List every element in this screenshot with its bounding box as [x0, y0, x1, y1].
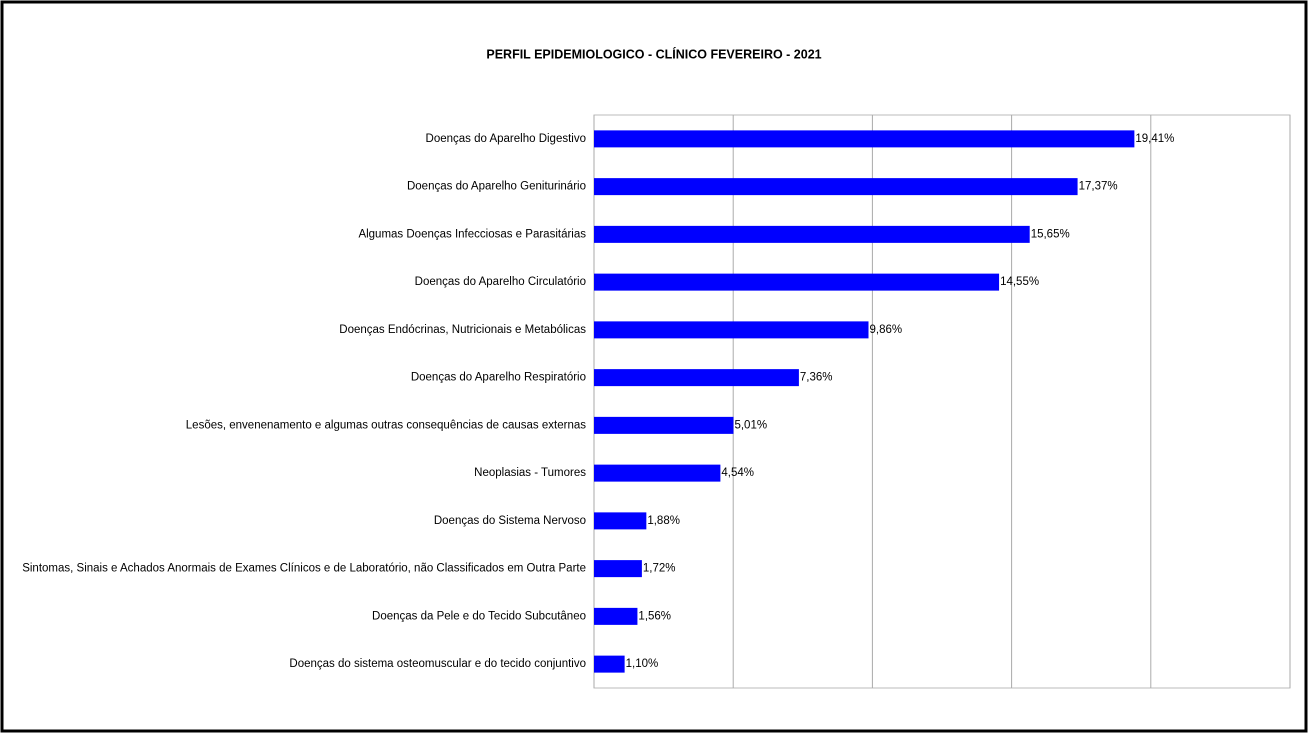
data-label: 4,54% [721, 467, 754, 479]
data-label: 1,88% [647, 515, 680, 527]
data-label: 9,86% [870, 324, 903, 336]
data-label: 19,41% [1135, 133, 1174, 145]
y-tick-label: Doenças da Pele e do Tecido Subcutâneo [372, 610, 586, 622]
data-label: 7,36% [800, 372, 833, 384]
bar [594, 560, 642, 578]
data-label: 15,65% [1031, 228, 1070, 240]
data-label: 1,56% [638, 610, 671, 622]
bar [594, 512, 647, 530]
bar [594, 464, 721, 482]
bar [594, 273, 1000, 291]
bar [594, 416, 734, 434]
chart-title: PERFIL EPIDEMIOLOGICO - CLÍNICO FEVEREIR… [486, 46, 821, 61]
bar [594, 655, 625, 673]
data-label: 17,37% [1079, 181, 1118, 193]
y-tick-label: Doenças do Aparelho Digestivo [426, 133, 586, 145]
data-label: 1,10% [626, 658, 659, 670]
bar [594, 225, 1030, 243]
y-tick-label: Neoplasias - Tumores [474, 467, 586, 479]
y-tick-label: Lesões, envenenamento e algumas outras c… [186, 419, 586, 431]
y-tick-label: Doenças Endócrinas, Nutricionais e Metab… [339, 324, 586, 336]
y-tick-label: Doenças do Aparelho Geniturinário [407, 181, 586, 193]
bar [594, 369, 799, 387]
y-tick-label: Doenças do Sistema Nervoso [434, 515, 586, 527]
y-tick-label: Doenças do Aparelho Circulatório [415, 276, 586, 288]
y-tick-label: Algumas Doenças Infecciosas e Parasitári… [358, 228, 586, 240]
bar [594, 178, 1078, 196]
bar [594, 321, 869, 339]
data-label: 1,72% [643, 563, 676, 575]
data-label: 14,55% [1000, 276, 1039, 288]
bar [594, 607, 638, 625]
y-tick-label: Doenças do Aparelho Respiratório [411, 372, 586, 384]
bar [594, 130, 1135, 148]
data-label: 5,01% [734, 419, 767, 431]
y-tick-label: Sintomas, Sinais e Achados Anormais de E… [22, 563, 586, 575]
y-tick-label: Doenças do sistema osteomuscular e do te… [289, 658, 586, 670]
